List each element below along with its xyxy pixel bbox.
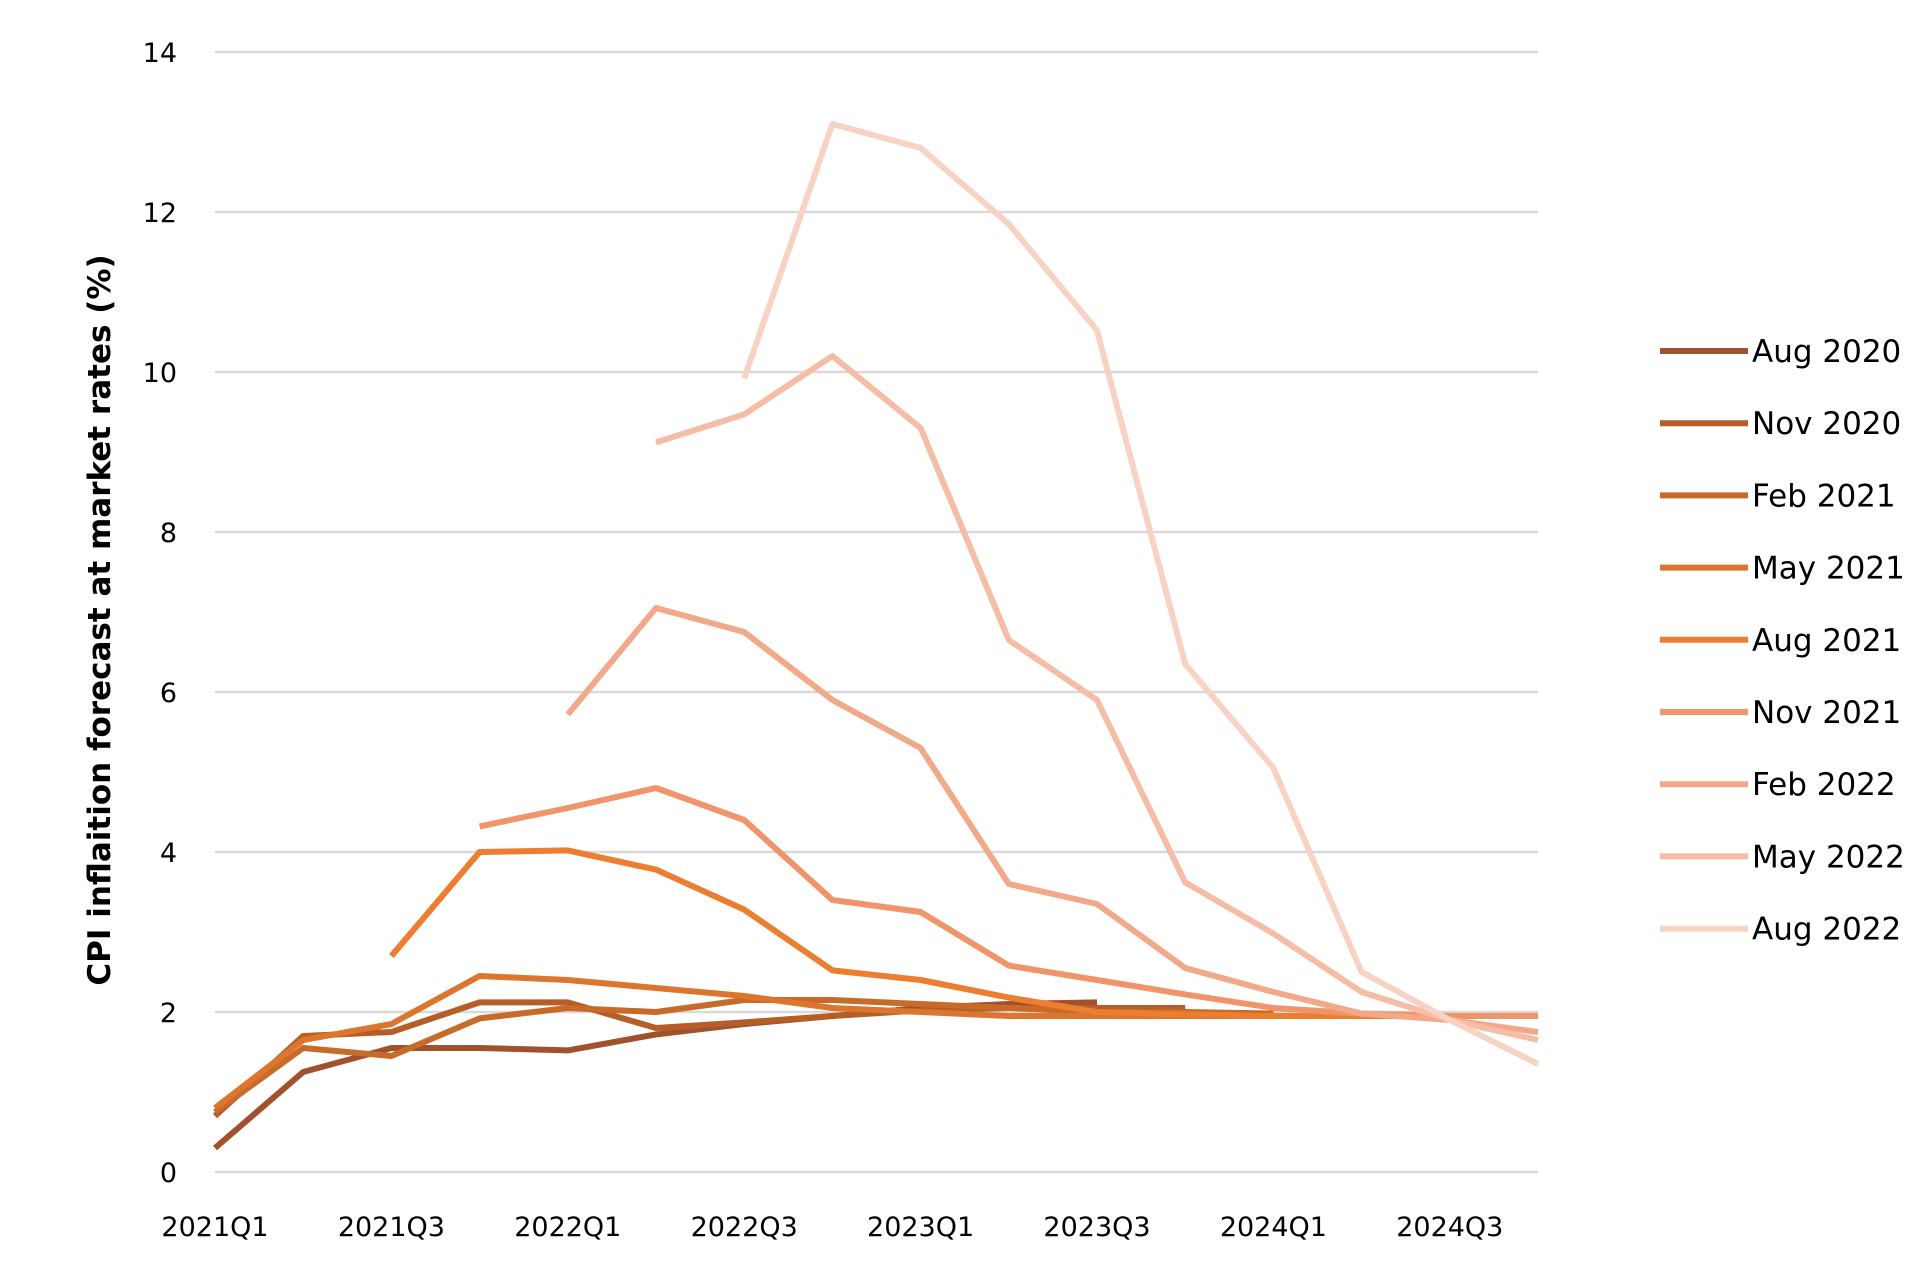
series-line-feb-2022 bbox=[565, 605, 1539, 1035]
series-line-aug-2020 bbox=[213, 999, 1098, 1151]
legend-label: May 2021 bbox=[1752, 551, 1905, 587]
x-tick-label: 2022Q3 bbox=[691, 1212, 798, 1243]
y-tick-label: 10 bbox=[143, 358, 177, 389]
series-line-may-2022 bbox=[655, 353, 1539, 1043]
y-tick-label: 4 bbox=[160, 838, 177, 869]
legend-label: Aug 2021 bbox=[1752, 623, 1901, 659]
y-tick-label: 6 bbox=[160, 678, 177, 709]
legend-label: Aug 2020 bbox=[1752, 334, 1901, 370]
x-tick-label: 2021Q3 bbox=[338, 1212, 445, 1243]
y-tick-label: 14 bbox=[143, 38, 177, 69]
x-tick-label: 2023Q3 bbox=[1043, 1212, 1150, 1243]
y-tick-label: 2 bbox=[160, 998, 177, 1029]
legend: Aug 2020 Nov 2020 Feb 2021 May 2021 Aug 2021… bbox=[1660, 334, 1905, 948]
legend-label: Nov 2020 bbox=[1752, 406, 1901, 442]
series-line-aug-2022 bbox=[741, 121, 1540, 1067]
legend-label: Feb 2022 bbox=[1752, 767, 1896, 803]
x-tick-label: 2023Q1 bbox=[867, 1212, 974, 1243]
y-axis-title: CPI inflaition forecast at market rates … bbox=[82, 254, 118, 985]
y-tick-label: 8 bbox=[160, 518, 177, 549]
series-lines bbox=[212, 121, 1540, 1151]
gridlines bbox=[215, 50, 1538, 1174]
legend-label: May 2022 bbox=[1752, 839, 1905, 875]
x-tick-label: 2024Q1 bbox=[1220, 1212, 1327, 1243]
x-tick-label: 2022Q1 bbox=[514, 1212, 621, 1243]
x-tick-label: 2021Q1 bbox=[161, 1212, 268, 1243]
legend-label: Nov 2021 bbox=[1752, 695, 1901, 731]
x-axis-tick-labels: 2021Q1 2021Q3 2022Q1 2022Q3 2023Q1 2023Q3 2024… bbox=[161, 1212, 1503, 1243]
series-line-aug-2021 bbox=[389, 847, 1538, 1019]
legend-label: Aug 2022 bbox=[1752, 912, 1901, 948]
x-tick-label: 2024Q3 bbox=[1396, 1212, 1503, 1243]
y-tick-label: 12 bbox=[143, 198, 177, 229]
y-tick-label: 0 bbox=[160, 1158, 177, 1189]
legend-label: Feb 2021 bbox=[1752, 478, 1896, 514]
y-axis-tick-labels: 0 2 4 6 8 10 12 14 bbox=[143, 38, 177, 1189]
